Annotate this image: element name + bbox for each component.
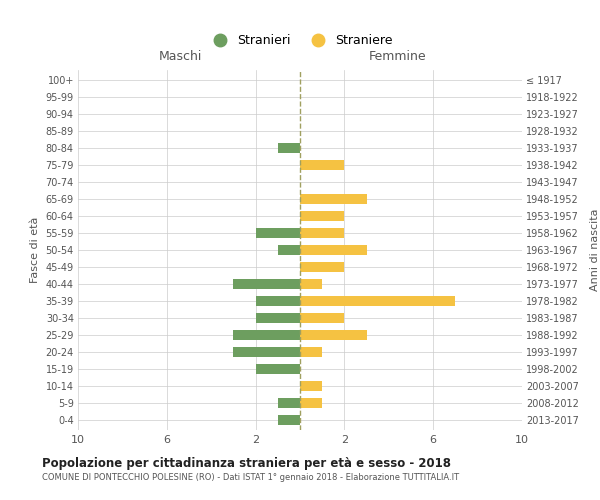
Bar (300, 330, 367, 340)
Bar (300, 160, 344, 170)
Bar (278, 143, 300, 153)
Text: Maschi: Maschi (158, 50, 202, 63)
Bar (300, 296, 455, 306)
Y-axis label: Fasce di età: Fasce di età (30, 217, 40, 283)
Bar (278, 398, 300, 408)
Legend: Stranieri, Straniere: Stranieri, Straniere (202, 30, 398, 52)
Bar (300, 313, 344, 323)
Bar (300, 347, 322, 357)
Bar (300, 279, 322, 289)
Text: COMUNE DI PONTECCHIO POLESINE (RO) - Dati ISTAT 1° gennaio 2018 - Elaborazione T: COMUNE DI PONTECCHIO POLESINE (RO) - Dat… (42, 472, 459, 482)
Bar (300, 194, 367, 204)
Bar (300, 211, 344, 221)
Text: Popolazione per cittadinanza straniera per età e sesso - 2018: Popolazione per cittadinanza straniera p… (42, 458, 451, 470)
Bar (300, 381, 322, 391)
Bar (233, 347, 300, 357)
Bar (233, 330, 300, 340)
Bar (233, 279, 300, 289)
Bar (278, 414, 300, 425)
Bar (300, 245, 367, 255)
Text: Femmine: Femmine (369, 50, 427, 63)
Bar (256, 296, 300, 306)
Bar (278, 245, 300, 255)
Y-axis label: Anni di nascita: Anni di nascita (590, 209, 600, 291)
Bar (256, 228, 300, 238)
Bar (300, 398, 322, 408)
Bar (300, 262, 344, 272)
Bar (300, 228, 344, 238)
Bar (256, 313, 300, 323)
Bar (256, 364, 300, 374)
